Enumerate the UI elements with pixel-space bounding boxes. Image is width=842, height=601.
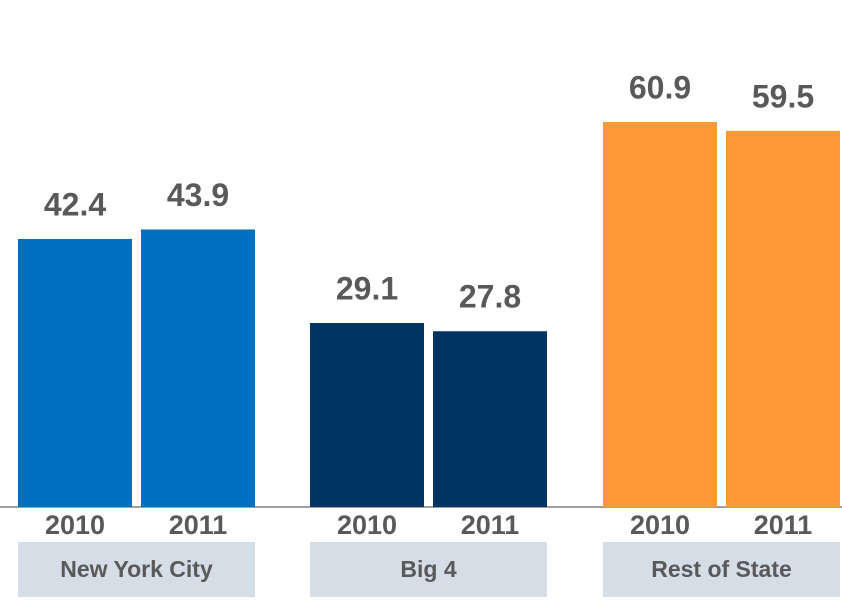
bar [18, 238, 132, 507]
bar [726, 130, 840, 507]
value-label: 59.5 [752, 78, 814, 114]
category-label: Big 4 [400, 556, 456, 582]
category-label: Rest of State [651, 556, 792, 582]
value-label: 42.4 [44, 186, 106, 222]
category-box [603, 542, 840, 597]
bar [141, 229, 255, 508]
year-label: 2011 [461, 510, 520, 540]
year-label: 2011 [754, 510, 813, 540]
value-label: 43.9 [167, 177, 229, 213]
bar [603, 122, 717, 507]
category-box [310, 542, 547, 597]
year-label: 2010 [337, 510, 397, 540]
bar [433, 331, 547, 507]
value-label: 60.9 [629, 69, 691, 105]
year-label: 2010 [45, 510, 105, 540]
category-label: New York City [60, 556, 213, 582]
value-label: 27.8 [459, 279, 521, 315]
year-label: 2010 [630, 510, 690, 540]
year-label: 2011 [169, 510, 228, 540]
bar [310, 323, 424, 507]
category-box [18, 542, 255, 597]
value-label: 29.1 [336, 270, 398, 306]
